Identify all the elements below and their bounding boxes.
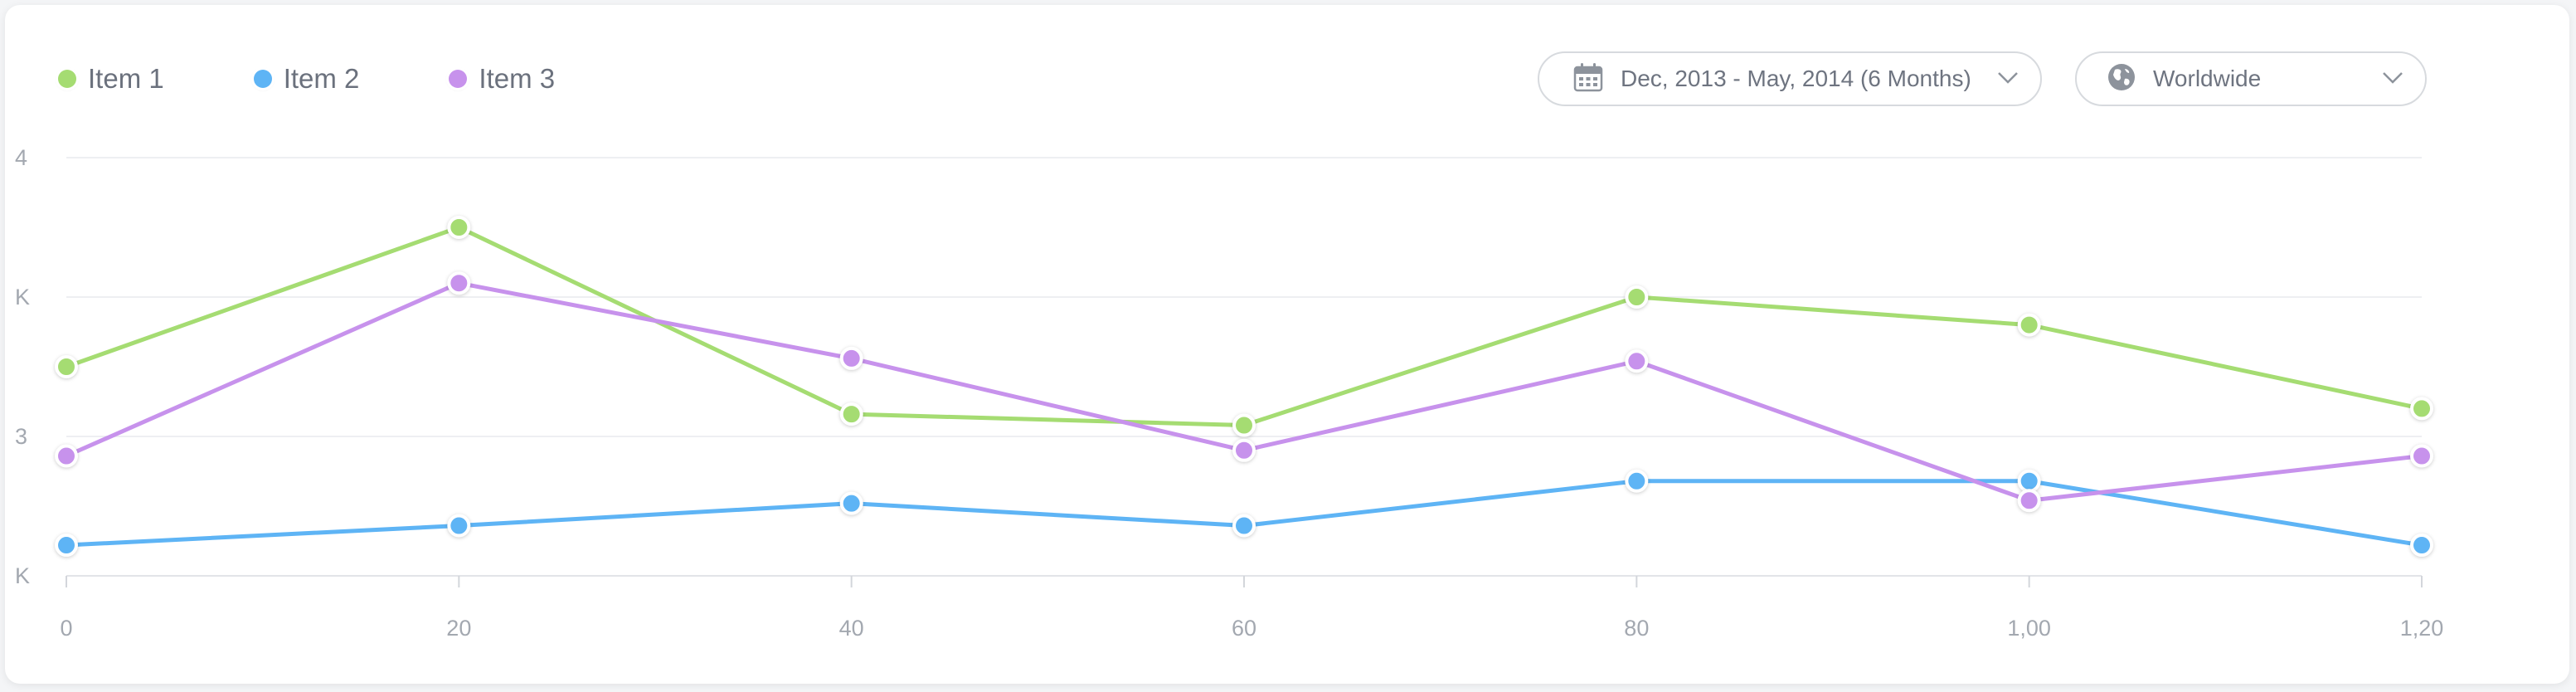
data-point-item-1[interactable] bbox=[447, 216, 471, 239]
date-range-dropdown[interactable]: Dec, 2013 - May, 2014 (6 Months) bbox=[1538, 51, 2042, 106]
data-point-item-3[interactable] bbox=[839, 346, 863, 370]
x-tick-label: 80 bbox=[1624, 616, 1649, 641]
legend-label-1: Item 1 bbox=[88, 63, 164, 94]
data-point-item-3[interactable] bbox=[1232, 438, 1256, 462]
series-line-item-1 bbox=[64, 225, 2424, 428]
globe-icon bbox=[2107, 62, 2136, 96]
legend-item-2[interactable]: Item 2 bbox=[253, 63, 360, 95]
data-point-item-3[interactable] bbox=[2410, 444, 2433, 468]
data-point-item-3[interactable] bbox=[1625, 349, 1649, 373]
legend-label-3: Item 3 bbox=[479, 63, 556, 94]
legend-item-1[interactable]: Item 1 bbox=[58, 63, 164, 95]
x-tick-label: 1,20 bbox=[2400, 616, 2444, 641]
y-tick-label: 3 bbox=[15, 424, 27, 449]
x-tick-label: 0 bbox=[60, 616, 72, 641]
data-point-item-1[interactable] bbox=[2017, 313, 2041, 337]
chart-card: Item 1 Item 2 Item 3 Dec bbox=[5, 5, 2569, 684]
series-lines bbox=[64, 225, 2424, 548]
date-range-value: Dec, 2013 - May, 2014 (6 Months) bbox=[1621, 66, 1971, 91]
data-points bbox=[55, 216, 2433, 558]
chevron-down-icon bbox=[1997, 71, 2019, 89]
legend-marker-1 bbox=[58, 70, 76, 88]
x-tick-label: 1,00 bbox=[2007, 616, 2051, 641]
legend-marker-2 bbox=[253, 70, 272, 88]
chart-legend: Item 1 Item 2 Item 3 bbox=[58, 63, 644, 95]
y-axis-labels: 4 K 3 K bbox=[15, 145, 30, 588]
chevron-down-icon bbox=[2382, 71, 2403, 89]
data-point-item-1[interactable] bbox=[839, 402, 863, 426]
x-tick-label: 20 bbox=[446, 616, 471, 641]
data-point-item-2[interactable] bbox=[2410, 534, 2433, 558]
legend-marker-3 bbox=[449, 70, 468, 88]
data-point-item-2[interactable] bbox=[447, 514, 471, 538]
data-point-item-1[interactable] bbox=[1232, 413, 1256, 437]
data-point-item-2[interactable] bbox=[55, 534, 78, 558]
data-point-item-1[interactable] bbox=[55, 355, 78, 378]
grid-lines bbox=[66, 157, 2422, 577]
calendar-icon bbox=[1572, 61, 1604, 97]
data-point-item-3[interactable] bbox=[2017, 489, 2041, 513]
y-tick-label: K bbox=[15, 285, 30, 309]
x-tick-label: 60 bbox=[1232, 616, 1256, 641]
series-line-item-3 bbox=[64, 280, 2424, 503]
x-axis: 0 20 40 60 80 1,00 1,20 bbox=[60, 576, 2443, 641]
data-point-item-1[interactable] bbox=[1625, 285, 1649, 309]
legend-item-3[interactable]: Item 3 bbox=[449, 63, 555, 95]
data-point-item-2[interactable] bbox=[1232, 514, 1256, 538]
y-tick-label: K bbox=[15, 563, 30, 588]
data-point-item-2[interactable] bbox=[2017, 469, 2041, 493]
region-dropdown[interactable]: Worldwide bbox=[2075, 51, 2427, 106]
data-point-item-2[interactable] bbox=[1625, 469, 1649, 493]
region-value: Worldwide bbox=[2153, 66, 2262, 91]
x-tick-label: 40 bbox=[839, 616, 864, 641]
data-point-item-3[interactable] bbox=[447, 271, 471, 295]
legend-label-2: Item 2 bbox=[283, 63, 360, 94]
y-tick-label: 4 bbox=[15, 145, 27, 170]
data-point-item-3[interactable] bbox=[55, 444, 78, 468]
data-point-item-2[interactable] bbox=[839, 491, 863, 515]
data-point-item-1[interactable] bbox=[2410, 397, 2433, 421]
